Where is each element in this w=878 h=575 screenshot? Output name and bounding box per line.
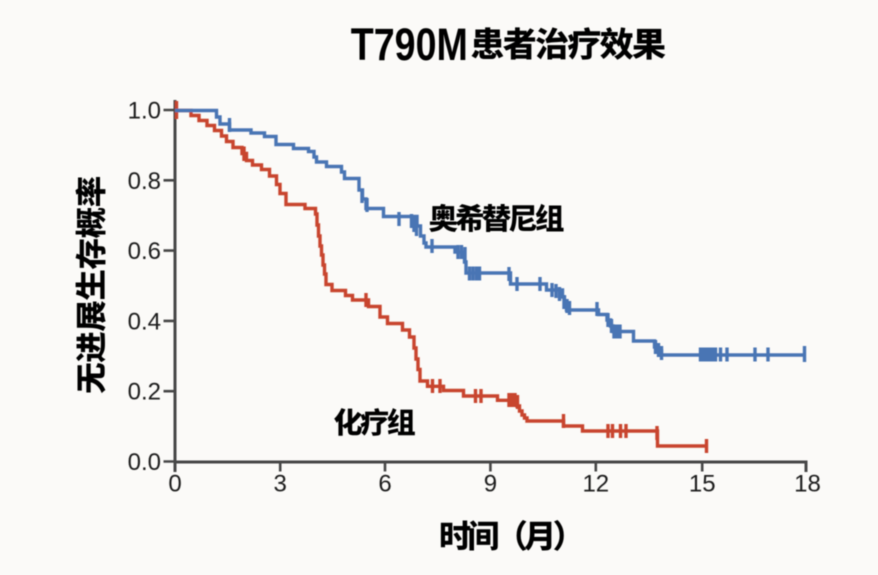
svg-text:6: 6 [378, 471, 391, 498]
svg-text:T790M: T790M [351, 19, 468, 70]
svg-text:1.0: 1.0 [128, 98, 161, 125]
svg-text:0.2: 0.2 [128, 379, 161, 406]
svg-text:0.6: 0.6 [128, 238, 161, 265]
svg-text:0: 0 [168, 471, 181, 498]
svg-text:0.8: 0.8 [128, 168, 161, 195]
svg-text:12: 12 [582, 471, 609, 498]
svg-text:0.4: 0.4 [128, 308, 161, 335]
svg-text:18: 18 [794, 471, 821, 498]
svg-text:15: 15 [689, 471, 716, 498]
svg-text:3: 3 [274, 471, 287, 498]
svg-text:0.0: 0.0 [128, 449, 161, 476]
svg-text:9: 9 [484, 471, 497, 498]
